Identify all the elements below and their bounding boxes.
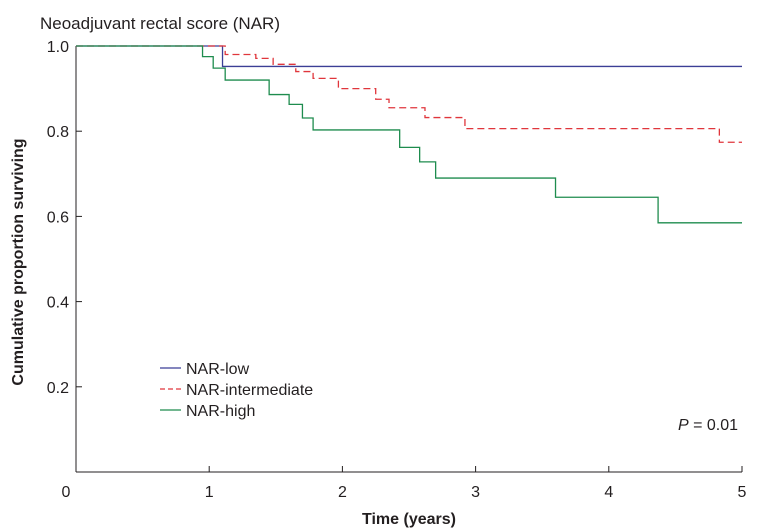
y-tick-label: 0.4 xyxy=(47,295,69,312)
x-tick-label: 2 xyxy=(338,484,347,501)
x-axis-label: Time (years) xyxy=(362,511,456,528)
legend: NAR-low NAR-intermediate NAR-high xyxy=(160,361,313,420)
series-line-nar-high xyxy=(76,45,742,224)
series-line-nar-low xyxy=(76,45,742,68)
axes xyxy=(75,46,742,473)
legend-label: NAR-low xyxy=(186,361,250,378)
y-ticks: 0.2 0.4 0.6 0.8 1.0 xyxy=(47,39,82,397)
x-tick-label: 0 xyxy=(62,484,71,501)
x-tick-label: 5 xyxy=(738,484,747,501)
series-line-nar-intermediate xyxy=(76,45,742,143)
chart-title: Neoadjuvant rectal score (NAR) xyxy=(40,14,280,33)
legend-label: NAR-high xyxy=(186,403,255,420)
p-value-text: = 0.01 xyxy=(689,417,738,434)
p-value-annotation: P = 0.01 xyxy=(678,417,738,434)
y-tick-label: 0.2 xyxy=(47,380,69,397)
x-tick-label: 3 xyxy=(471,484,480,501)
y-tick-label: 1.0 xyxy=(47,39,69,56)
y-tick-label: 0.6 xyxy=(47,209,69,226)
y-tick-label: 0.8 xyxy=(47,124,69,141)
x-ticks: 0 1 2 3 4 5 xyxy=(62,466,747,501)
y-axis-label: Cumulative proportion surviving xyxy=(10,138,27,385)
series-layer xyxy=(76,45,742,224)
x-tick-label: 4 xyxy=(604,484,613,501)
legend-label: NAR-intermediate xyxy=(186,382,313,399)
p-value-symbol: P xyxy=(678,417,689,434)
x-tick-label: 1 xyxy=(205,484,214,501)
